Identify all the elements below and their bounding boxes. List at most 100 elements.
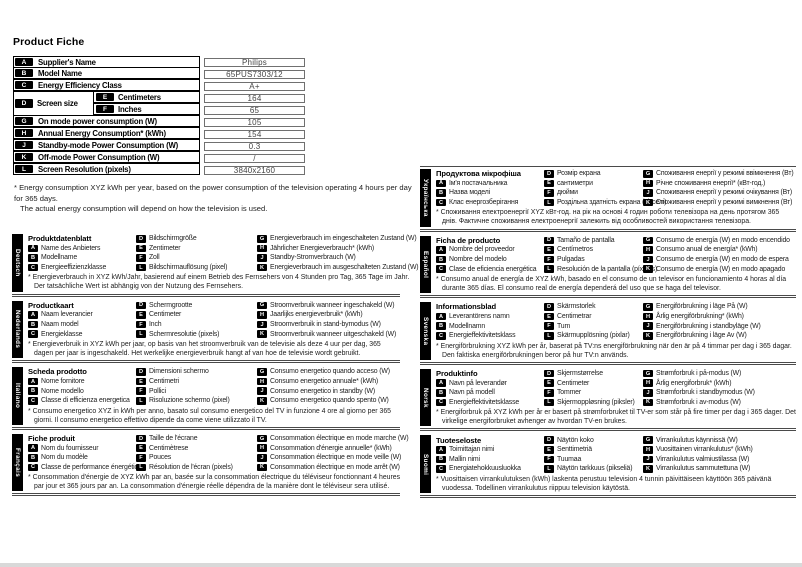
item-label: Jährlicher Energieverbrauch* (kWh) xyxy=(270,244,375,252)
item-label: Nombre del proveedor xyxy=(449,246,515,254)
item-label: Strømforbruk i av-modus (W) xyxy=(656,398,741,406)
language-block: Українська Продуктова мікрофіша A Ім'я пос… xyxy=(420,166,796,232)
item-key-badge: B xyxy=(28,254,38,262)
fiche-item: D Tamaño de pantalla xyxy=(544,236,639,246)
fiche-item: C Energieffektivitetsklasse xyxy=(436,398,540,408)
fiche-item: D Näytön koko xyxy=(544,435,639,445)
fiche-item: J Strømforbruk i standbymodus (W) xyxy=(643,388,796,398)
language-col1: Informationsblad A Leverantörens namn B Mode… xyxy=(436,302,540,340)
item-key-badge: K xyxy=(257,463,267,472)
item-key-badge: G xyxy=(643,303,653,311)
item-key-badge: K xyxy=(257,397,267,405)
item-label: Consommation électrique en mode marche (… xyxy=(270,435,409,443)
item-label: Nom du modèle xyxy=(41,454,88,462)
item-label: Consumo energetico in standby (W) xyxy=(270,387,375,395)
fiche-item: A Nome fornitore xyxy=(28,377,132,387)
item-label: Vuosittainen virrankulutus* (kWh) xyxy=(656,446,753,454)
fiche-item: B Naam model xyxy=(28,320,132,330)
item-key-badge: K xyxy=(257,330,267,338)
table-row: C Energy Efficiency Class A+ xyxy=(13,79,306,92)
item-key-badge: J xyxy=(643,189,653,197)
language-footnote: * Energieverbruik in XYZ kWh per jaar, o… xyxy=(28,340,381,358)
fiche-item: J Споживання енергії у режимі очікування … xyxy=(643,188,796,198)
item-key-badge: B xyxy=(28,387,38,395)
row-key-badge: C xyxy=(15,80,33,90)
fiche-item: F Pulgadas xyxy=(544,255,639,265)
fiche-item: H Jährlicher Energieverbrauch* (kWh) xyxy=(257,244,418,254)
item-key-badge: A xyxy=(436,446,446,454)
item-label: Tum xyxy=(557,322,571,330)
item-key-badge: D xyxy=(136,235,146,243)
item-key-badge: A xyxy=(436,312,446,321)
item-key-badge: H xyxy=(257,377,267,386)
row-label-cell: B Model Name xyxy=(13,67,200,79)
table-row: K Off-mode Power Consumption (W) / xyxy=(13,151,306,164)
language-title: Продуктова мікрофіша xyxy=(436,169,521,179)
item-key-badge: F xyxy=(136,254,146,262)
item-label: Centimeter xyxy=(149,311,182,319)
language-col1: Tuoteseloste A Toimittajan nimi B Mallin nim… xyxy=(436,435,540,473)
language-column-right: Українська Продуктова мікрофіша A Ім'я пос… xyxy=(420,166,796,502)
item-label: Energiatehokkuusluokka xyxy=(449,465,521,473)
item-key-badge: J xyxy=(257,320,267,329)
fiche-item: A Naam leverancier xyxy=(28,310,132,320)
fiche-item: D Skjermstørrelse xyxy=(544,369,639,379)
item-key-badge: G xyxy=(643,170,653,178)
item-key-badge: F xyxy=(136,387,146,395)
fiche-item: L Роздільна здатність екрана (пікселі) xyxy=(544,198,666,208)
item-key-badge: G xyxy=(257,301,267,310)
item-key-badge: L xyxy=(136,397,146,405)
language-title: Informationsblad xyxy=(436,302,496,312)
language-col1: Продуктова мікрофіша A Ім'я постачальника B… xyxy=(436,169,540,207)
fiche-item: A Toimittajan nimi xyxy=(436,445,540,455)
item-key-badge: G xyxy=(643,369,653,378)
language-footnote: * Energiforbruk på XYZ kWh per år er bas… xyxy=(436,409,796,426)
item-label: Inch xyxy=(149,321,162,329)
language-col3: G Energiförbrukning i läge På (W) H Årlig e… xyxy=(643,302,796,340)
fiche-item: B Modellname xyxy=(28,253,132,263)
item-label: Stroomverbruik wanneer uitgeschakeld (W) xyxy=(270,330,397,338)
fiche-item: D Bildschirmgröße xyxy=(136,234,253,244)
item-key-badge: K xyxy=(643,198,653,207)
language-name-vertical-label: Español xyxy=(420,235,431,294)
item-label: Centimetri xyxy=(149,378,179,386)
row-key-badge: A xyxy=(15,57,33,67)
item-label: Mallin nimi xyxy=(449,455,480,463)
language-col1: Fiche produit A Nom du fournisseur B Nom du … xyxy=(28,434,146,472)
item-key-badge: L xyxy=(544,465,554,473)
fiche-item: K Consommation électrique en mode arrêt (… xyxy=(257,463,408,473)
fiche-item: K Virrankulutus sammutettuna (W) xyxy=(643,464,796,474)
fiche-item: H Årlig energiförbrukning* (kWh) xyxy=(643,312,796,322)
item-label: Споживання енергії у режимі ввімкнення (… xyxy=(656,170,794,178)
table-row: L Screen Resolution (pixels) 3840x2160 xyxy=(13,163,306,176)
row-key-badge: F xyxy=(96,104,114,114)
item-label: Centimètrese xyxy=(149,444,189,452)
item-label: Senttimetriä xyxy=(557,446,592,454)
row-value: 105 xyxy=(204,117,305,127)
item-label: Bildschirmgröße xyxy=(149,235,197,243)
fiche-item: E Centimètrese xyxy=(136,443,253,453)
item-label: Energieverbrauch im ausgeschalteten Zust… xyxy=(270,264,419,272)
item-key-badge: D xyxy=(544,170,554,178)
fiche-item: D Dimensioni schermo xyxy=(136,367,253,377)
fiche-item: H Jaarlijks energieverbruik* (kWh) xyxy=(257,310,400,320)
row-value: 65PUS7303/12 xyxy=(204,69,305,79)
item-label: Energiförbrukning i standbyläge (W) xyxy=(656,322,761,330)
row-value: 0.3 xyxy=(204,141,305,151)
item-key-badge: E xyxy=(544,379,554,387)
row-value: 154 xyxy=(204,129,305,139)
fiche-item: H Vuosittainen virrankulutus* (kWh) xyxy=(643,445,796,455)
row-label: Model Name xyxy=(38,68,82,78)
item-label: Nome modello xyxy=(41,387,84,395)
fiche-item: L Résolution de l'écran (pixels) xyxy=(136,463,253,473)
fiche-item: E Centímetros xyxy=(544,245,639,255)
fiche-item: K Споживання енергії у режимі вимкнення (… xyxy=(643,198,796,208)
item-key-badge: D xyxy=(544,436,554,444)
row-label: Screen Resolution (pixels) xyxy=(38,164,131,174)
language-col3: G Consommation électrique en mode marche … xyxy=(257,434,409,473)
row-key-badge: D xyxy=(15,99,33,108)
item-key-badge: A xyxy=(28,311,38,319)
fiche-footnote: * Energy consumption XYZ kWh per year, b… xyxy=(14,183,414,215)
item-key-badge: B xyxy=(436,455,446,464)
